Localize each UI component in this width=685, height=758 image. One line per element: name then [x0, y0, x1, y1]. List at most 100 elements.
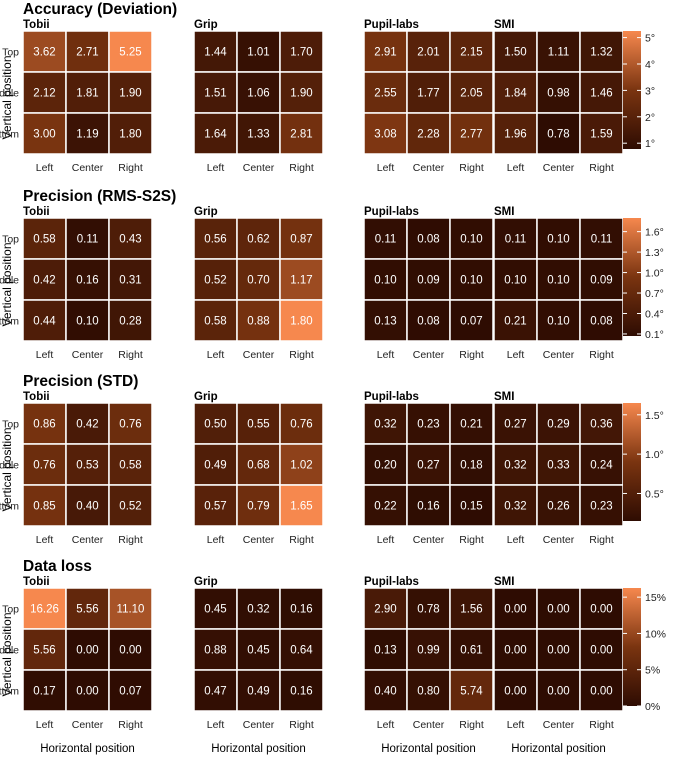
cell-value: 0.13 [374, 645, 396, 657]
cell-value: 0.55 [247, 419, 269, 431]
row-label: Middle [0, 460, 19, 472]
cell-value: 0.40 [76, 501, 98, 513]
heatmap-cell [449, 443, 494, 486]
heatmap-cell [536, 669, 581, 712]
cell-value: 0.09 [590, 275, 612, 287]
cell-value: 0.76 [33, 460, 55, 472]
column-label: Left [507, 719, 525, 731]
cell-value: 0.00 [76, 686, 98, 698]
cell-value: 0.57 [204, 501, 226, 513]
cell-value: 0.44 [33, 316, 56, 328]
heatmap-cell [279, 299, 324, 342]
cell-value: 3.08 [374, 129, 396, 141]
heatmap-cell [493, 71, 538, 114]
column-label: Right [289, 719, 314, 731]
heatmap-cell [493, 30, 538, 73]
cell-value: 2.71 [76, 47, 98, 59]
cell-value: 0.85 [33, 501, 55, 513]
heatmap-cell [406, 299, 451, 342]
cell-value: 1.84 [504, 88, 527, 100]
column-label: Center [72, 162, 104, 174]
heatmap-cell [406, 484, 451, 527]
column-label: Left [207, 719, 225, 731]
x-axis-title: Horizontal position [381, 743, 476, 755]
cell-value: 0.23 [417, 419, 439, 431]
legend-tick-label: 1.0° [645, 449, 664, 461]
cell-value: 0.43 [119, 234, 141, 246]
legend-colorbar [623, 588, 641, 706]
heatmap-cell [493, 669, 538, 712]
column-label: Left [507, 162, 525, 174]
cell-value: 0.32 [504, 501, 526, 513]
cell-value: 0.32 [504, 460, 526, 472]
heatmap-cell [536, 71, 581, 114]
cell-value: 0.99 [417, 645, 439, 657]
cell-value: 3.62 [33, 47, 55, 59]
heatmap-cell [65, 402, 110, 445]
section-title: Accuracy (Deviation) [23, 1, 177, 18]
cell-value: 5.56 [76, 604, 98, 616]
column-label: Right [589, 534, 614, 546]
column-label: Right [118, 349, 143, 361]
cell-value: 1.01 [247, 47, 269, 59]
x-axis-title: Horizontal position [511, 743, 606, 755]
cell-value: 5.25 [119, 47, 141, 59]
heatmap-cell [449, 402, 494, 445]
heatmap-cell [279, 112, 324, 155]
legend-tick-label: 1.3° [645, 247, 664, 259]
heatmap-cell [108, 484, 153, 527]
cell-value: 0.58 [119, 460, 141, 472]
cell-value: 0.26 [547, 501, 569, 513]
panel-title: Tobii [23, 391, 50, 403]
cell-value: 0.00 [504, 686, 526, 698]
cell-value: 0.76 [290, 419, 312, 431]
cell-value: 1.80 [119, 129, 141, 141]
column-label: Right [459, 534, 484, 546]
row-label: Top [2, 234, 19, 246]
cell-value: 2.81 [290, 129, 312, 141]
column-label: Center [72, 349, 104, 361]
cell-value: 0.10 [547, 234, 569, 246]
cell-value: 0.47 [204, 686, 226, 698]
cell-value: 0.21 [504, 316, 526, 328]
heatmap-cell [279, 669, 324, 712]
cell-value: 0.32 [247, 604, 269, 616]
heatmap-cell [406, 217, 451, 260]
cell-value: 0.16 [290, 604, 312, 616]
column-label: Right [589, 162, 614, 174]
heatmap-cell [493, 299, 538, 342]
cell-value: 11.10 [117, 604, 145, 616]
column-label: Center [243, 719, 275, 731]
heatmap-cell [65, 669, 110, 712]
cell-value: 1.19 [76, 129, 98, 141]
cell-value: 0.00 [590, 645, 612, 657]
heatmap-cell [108, 30, 153, 73]
column-label: Left [377, 349, 395, 361]
heatmap-cell [236, 484, 281, 527]
legend-tick-label: 3° [645, 85, 655, 97]
heatmap-cell [536, 299, 581, 342]
heatmap-cell [108, 628, 153, 671]
cell-value: 1.80 [290, 316, 312, 328]
cell-value: 0.11 [375, 234, 397, 246]
column-label: Center [243, 162, 275, 174]
cell-value: 0.68 [247, 460, 269, 472]
cell-value: 0.27 [504, 419, 526, 431]
cell-value: 0.00 [547, 645, 569, 657]
column-label: Left [377, 534, 395, 546]
cell-value: 0.00 [119, 645, 141, 657]
cell-value: 0.42 [76, 419, 98, 431]
column-label: Center [543, 534, 575, 546]
cell-value: 0.24 [590, 460, 613, 472]
panel-title: Pupil-labs [364, 576, 419, 588]
cell-value: 2.05 [460, 88, 482, 100]
cell-value: 0.07 [119, 686, 141, 698]
cell-value: 1.46 [590, 88, 612, 100]
cell-value: 2.77 [460, 129, 482, 141]
cell-value: 0.58 [204, 316, 226, 328]
heatmap-cell [536, 258, 581, 301]
heatmap-cell [65, 258, 110, 301]
cell-value: 2.90 [374, 604, 396, 616]
column-label: Right [589, 719, 614, 731]
heatmap-cell [363, 402, 408, 445]
